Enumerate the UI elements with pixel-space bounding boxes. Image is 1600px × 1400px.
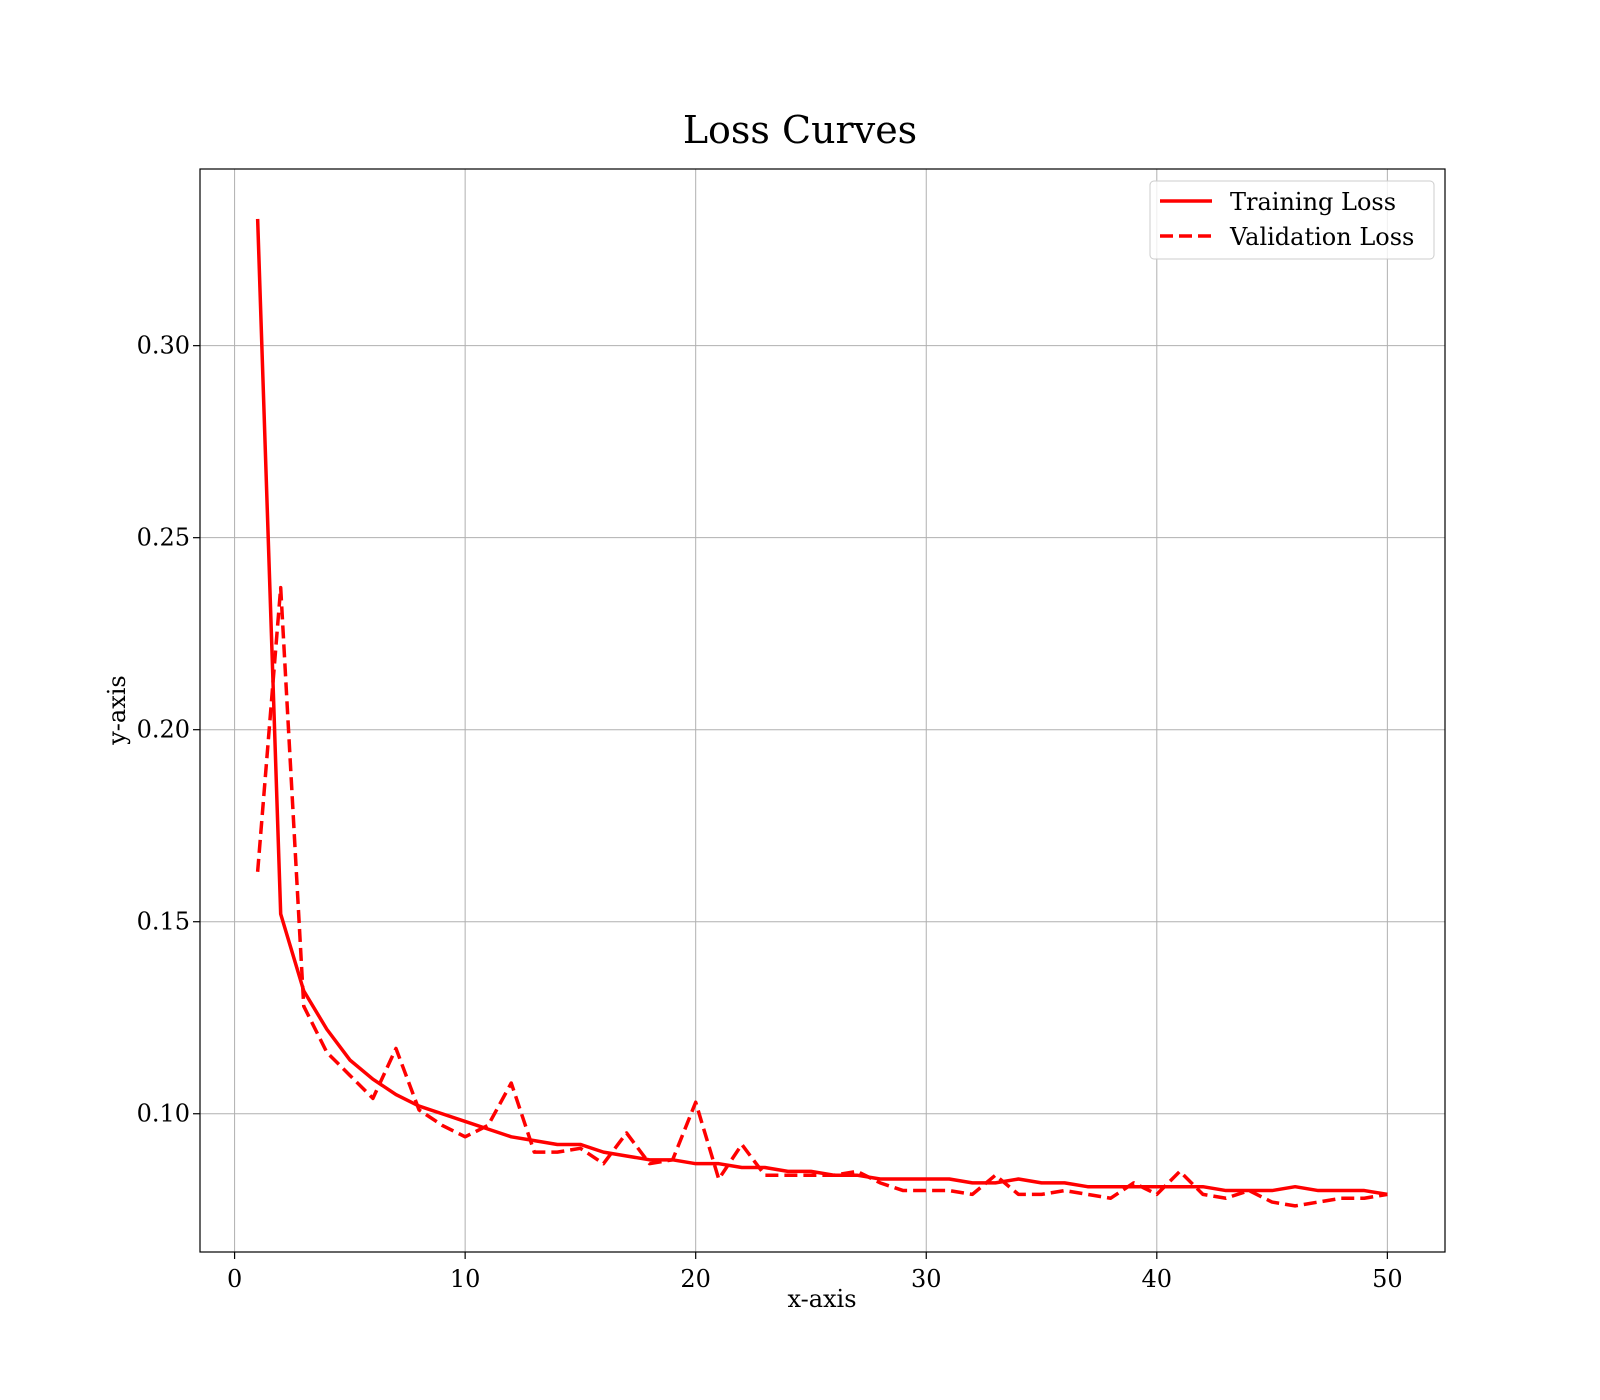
x-tick-label: 20 — [680, 1265, 711, 1293]
y-tick-label: 0.15 — [137, 908, 190, 936]
legend: Training Loss Validation Loss — [1149, 180, 1435, 260]
series-line-training-loss — [255, 218, 1388, 1197]
x-tick-label: 40 — [1142, 1265, 1173, 1293]
series-lines — [255, 218, 1388, 1208]
x-axis-label: x-axis — [787, 1285, 856, 1313]
x-tick-label: 10 — [450, 1265, 481, 1293]
legend-label-training-loss: Training Loss — [1230, 188, 1396, 216]
x-tick-label: 30 — [911, 1265, 942, 1293]
legend-label-validation-loss: Validation Loss — [1229, 223, 1414, 251]
y-tick-label: 0.25 — [137, 524, 190, 552]
legend-box — [1149, 180, 1435, 260]
series-line-validation-loss — [255, 585, 1388, 1208]
y-axis-label: y-axis — [103, 675, 131, 746]
y-tick-label: 0.20 — [137, 716, 190, 744]
y-tick-label: 0.30 — [137, 332, 190, 360]
x-tick-label: 0 — [227, 1265, 242, 1293]
grid — [200, 169, 1445, 1252]
plot-frame — [199, 168, 1446, 1253]
y-tick-label: 0.10 — [137, 1100, 190, 1128]
x-tick-label: 50 — [1372, 1265, 1403, 1293]
chart-title: Loss Curves — [683, 108, 917, 152]
ticks: 0 10 20 30 40 50 0.10 0.15 0.20 0.25 0.30 — [137, 332, 1403, 1293]
